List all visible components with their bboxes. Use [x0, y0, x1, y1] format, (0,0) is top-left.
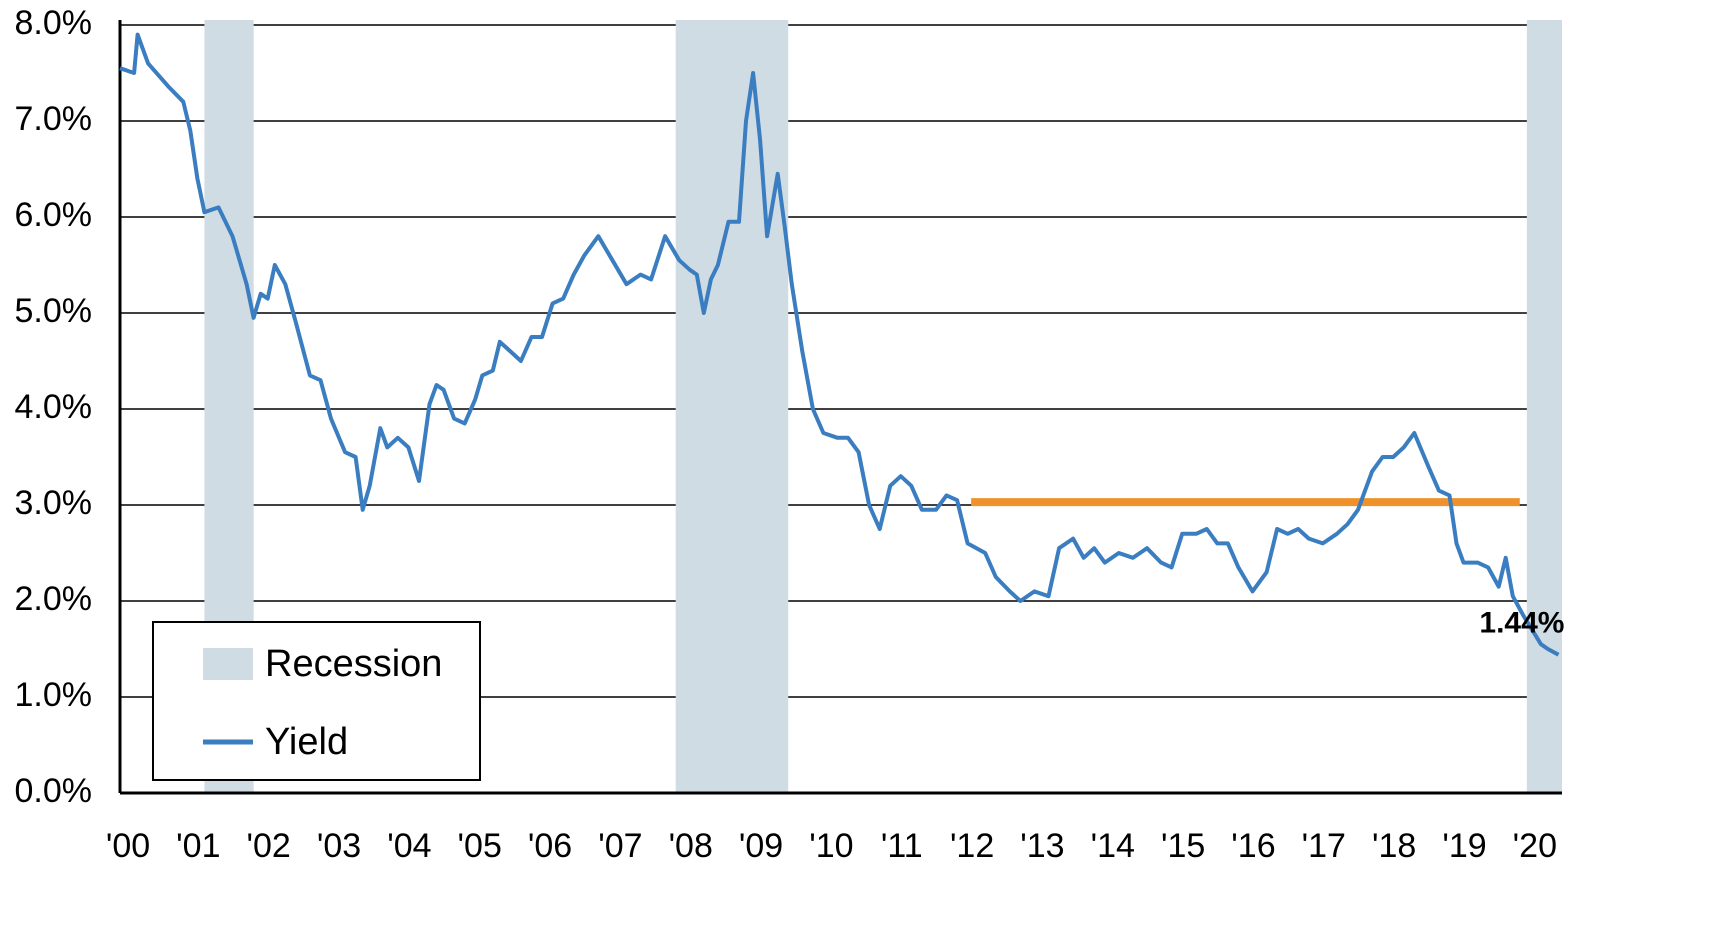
x-tick-label: '18	[1372, 827, 1416, 865]
x-tick-label: '12	[950, 827, 994, 865]
x-tick-label: '19	[1442, 827, 1486, 865]
y-tick-label: 7.0%	[15, 100, 93, 138]
y-tick-label: 8.0%	[15, 4, 93, 42]
x-tick-label: '16	[1231, 827, 1275, 865]
y-tick-label: 0.0%	[15, 772, 93, 810]
y-tick-label: 3.0%	[15, 484, 93, 522]
y-tick-label: 1.0%	[15, 676, 93, 714]
x-tick-label: '01	[176, 827, 220, 865]
legend-label: Yield	[265, 721, 348, 763]
end-label: 1.44%	[1479, 607, 1564, 640]
legend-label: Recession	[265, 643, 442, 685]
x-tick-label: '14	[1091, 827, 1135, 865]
legend-swatch	[203, 648, 253, 680]
x-tick-label: '11	[881, 827, 923, 865]
x-tick-label: '04	[387, 827, 431, 865]
y-tick-label: 4.0%	[15, 388, 93, 426]
x-tick-label: '20	[1513, 827, 1557, 865]
x-tick-label: '00	[106, 827, 150, 865]
x-tick-label: '05	[458, 827, 502, 865]
x-tick-label: '08	[669, 827, 713, 865]
x-tick-label: '02	[247, 827, 291, 865]
yield-line	[119, 32, 1560, 657]
x-tick-label: '06	[528, 827, 572, 865]
x-tick-label: '17	[1302, 827, 1346, 865]
x-tick-label: '13	[1020, 827, 1064, 865]
x-tick-label: '03	[317, 827, 361, 865]
legend: Recession Yield	[152, 621, 481, 781]
x-tick-label: '10	[809, 827, 853, 865]
y-tick-label: 2.0%	[15, 580, 93, 618]
x-tick-label: '15	[1161, 827, 1205, 865]
recession-band	[1526, 20, 1562, 793]
x-tick-label: '07	[598, 827, 642, 865]
y-tick-label: 6.0%	[15, 196, 93, 234]
y-tick-label: 5.0%	[15, 292, 93, 330]
recession-band	[675, 20, 789, 793]
x-tick-label: '09	[739, 827, 783, 865]
